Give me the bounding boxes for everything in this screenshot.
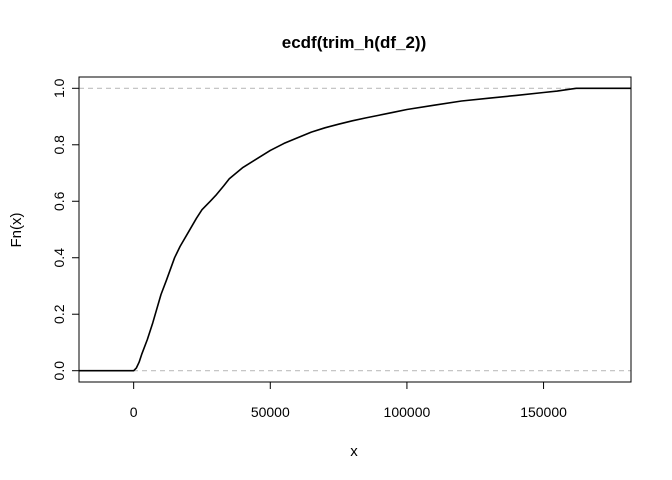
y-tick-label-5: 1.0 (51, 78, 67, 98)
y-tick-label-0: 0.0 (51, 361, 67, 381)
x-tick-label-0: 0 (130, 404, 138, 420)
reference-lines (79, 87, 631, 372)
chart-title: ecdf(trim_h(df_2)) (282, 33, 427, 52)
plot-frame (78, 76, 632, 383)
y-tick-label-3: 0.6 (51, 191, 67, 211)
y-axis: 0.0 0.2 0.4 0.6 0.8 1.0 (51, 78, 80, 381)
y-tick-label-1: 0.2 (51, 304, 67, 324)
x-tick-label-3: 150000 (520, 404, 567, 420)
x-tick-label-1: 50000 (251, 404, 290, 420)
x-tick-label-2: 100000 (384, 404, 431, 420)
y-tick-label-2: 0.4 (51, 248, 67, 268)
x-axis-label: x (350, 443, 358, 460)
y-tick-label-4: 0.8 (51, 135, 67, 155)
ecdf-series-line (79, 87, 631, 372)
x-axis: 0 50000 100000 150000 (130, 381, 567, 420)
y-axis-label: Fn(x) (8, 213, 25, 248)
